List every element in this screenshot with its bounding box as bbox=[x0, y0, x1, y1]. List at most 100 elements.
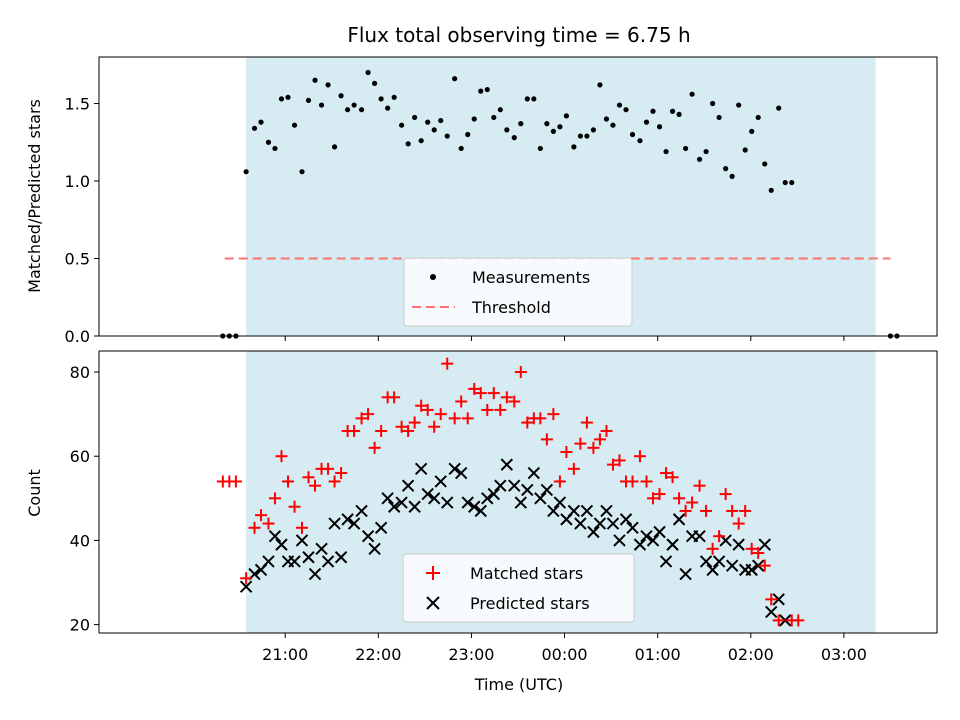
chart-title: Flux total observing time = 6.75 h bbox=[347, 23, 690, 47]
bottom-y-tick-label: 20 bbox=[70, 616, 90, 635]
matched-star-point bbox=[355, 412, 368, 425]
bottom-y-axis-label: Count bbox=[25, 469, 44, 517]
predicted-star-point bbox=[553, 496, 567, 509]
measurement-point bbox=[689, 91, 695, 97]
measurement-point bbox=[537, 145, 543, 152]
measurement-point bbox=[663, 148, 669, 155]
predicted-star-point bbox=[593, 517, 607, 530]
matched-star-point bbox=[706, 542, 719, 555]
measurement-point bbox=[452, 76, 458, 82]
matched-star-point bbox=[673, 492, 686, 505]
measurement-point bbox=[590, 127, 597, 133]
measurement-point bbox=[610, 122, 616, 128]
matched-star-point bbox=[514, 366, 527, 379]
measurement-point bbox=[444, 133, 450, 139]
measurement-point bbox=[776, 105, 782, 111]
predicted-stars-points bbox=[239, 458, 792, 627]
bottom-x-ticks: 21:00 22:00 23:00 00:00 01:00 02:00 03:00 bbox=[262, 633, 867, 664]
top-y-tick-label: 1.5 bbox=[65, 95, 90, 114]
measurement-point bbox=[378, 96, 384, 102]
predicted-star-point bbox=[758, 538, 771, 551]
matched-star-point bbox=[633, 450, 646, 463]
measurement-point bbox=[577, 133, 583, 139]
predicted-star-point bbox=[752, 559, 765, 572]
measurement-point bbox=[676, 111, 682, 117]
measurement-point bbox=[710, 100, 716, 107]
matched-star-point bbox=[553, 475, 566, 488]
predicted-star-point bbox=[547, 504, 560, 518]
legend-predicted-marker bbox=[426, 596, 440, 610]
predicted-star-point bbox=[454, 466, 468, 480]
top-legend: Measurements Threshold bbox=[403, 257, 633, 327]
predicted-star-point bbox=[487, 487, 500, 501]
predicted-star-point bbox=[640, 529, 653, 543]
top-y-axis-label: Matched/Predicted stars bbox=[25, 99, 44, 293]
measurement-point bbox=[703, 148, 709, 155]
measurement-point bbox=[623, 107, 629, 113]
measurement-point bbox=[484, 86, 490, 93]
bottom-y-tick-label: 40 bbox=[70, 531, 90, 550]
matched-star-point bbox=[574, 437, 587, 450]
predicted-star-point bbox=[693, 529, 706, 543]
measurement-point bbox=[616, 102, 623, 108]
matched-star-point bbox=[567, 462, 580, 475]
matched-star-point bbox=[375, 424, 388, 437]
measurement-point bbox=[372, 80, 378, 86]
matched-star-point bbox=[587, 441, 600, 454]
bottom-y-tick-label: 60 bbox=[70, 447, 90, 466]
predicted-star-point bbox=[725, 559, 739, 572]
predicted-star-point bbox=[514, 496, 528, 509]
matched-star-point bbox=[752, 547, 765, 560]
measurement-point bbox=[650, 108, 656, 114]
predicted-star-point bbox=[441, 496, 454, 509]
matched-star-point bbox=[434, 408, 447, 421]
measurement-point bbox=[285, 94, 291, 100]
matched-star-point bbox=[255, 509, 268, 522]
measurement-point bbox=[491, 114, 497, 121]
top-y-tick-label: 0.5 bbox=[65, 250, 90, 269]
measurement-point bbox=[597, 82, 603, 88]
predicted-star-point bbox=[613, 534, 626, 547]
measurement-point bbox=[243, 169, 249, 175]
matched-star-point bbox=[508, 395, 521, 408]
measurement-point bbox=[723, 166, 729, 172]
predicted-star-point bbox=[679, 567, 692, 581]
predicted-star-point bbox=[600, 504, 613, 518]
measurement-point bbox=[385, 105, 391, 111]
measurement-point bbox=[331, 144, 338, 150]
bottom-panel: 20 40 60 80 21:00 22:00 23:00 00:00 01:00 02:00 0… bbox=[25, 350, 938, 694]
matched-star-point bbox=[428, 420, 441, 433]
matched-star-point bbox=[481, 403, 494, 416]
measurement-point bbox=[768, 187, 774, 193]
predicted-star-point bbox=[387, 500, 401, 513]
measurement-point bbox=[431, 127, 437, 133]
predicted-star-point bbox=[659, 555, 673, 568]
predicted-star-point bbox=[772, 593, 785, 606]
measurement-point bbox=[278, 96, 285, 102]
measurement-point bbox=[683, 145, 689, 152]
predicted-star-point bbox=[381, 492, 394, 505]
top-legend-box bbox=[403, 257, 633, 327]
measurement-point bbox=[524, 96, 530, 102]
matched-star-point bbox=[580, 416, 593, 429]
bottom-axes-frame bbox=[98, 350, 938, 634]
matched-star-point bbox=[653, 488, 666, 501]
top-y-ticks: 0.0 0.5 1.0 1.5 bbox=[65, 95, 99, 346]
x-tick-label: 00:00 bbox=[542, 645, 588, 664]
matched-star-point bbox=[275, 450, 288, 463]
x-tick-label: 01:00 bbox=[635, 645, 681, 664]
measurement-point bbox=[465, 131, 471, 138]
measurement-point bbox=[669, 108, 676, 114]
measurement-point bbox=[345, 107, 351, 113]
matched-star-point bbox=[560, 446, 573, 459]
measurement-point bbox=[603, 116, 610, 122]
legend-measurements-label: Measurements bbox=[472, 268, 590, 287]
predicted-star-point bbox=[521, 483, 534, 497]
matched-star-point bbox=[792, 614, 805, 627]
predicted-star-point bbox=[653, 525, 666, 539]
matched-star-point bbox=[268, 492, 281, 505]
predicted-star-point bbox=[347, 517, 361, 530]
predicted-star-point bbox=[745, 563, 758, 577]
matched-star-point bbox=[295, 521, 308, 534]
